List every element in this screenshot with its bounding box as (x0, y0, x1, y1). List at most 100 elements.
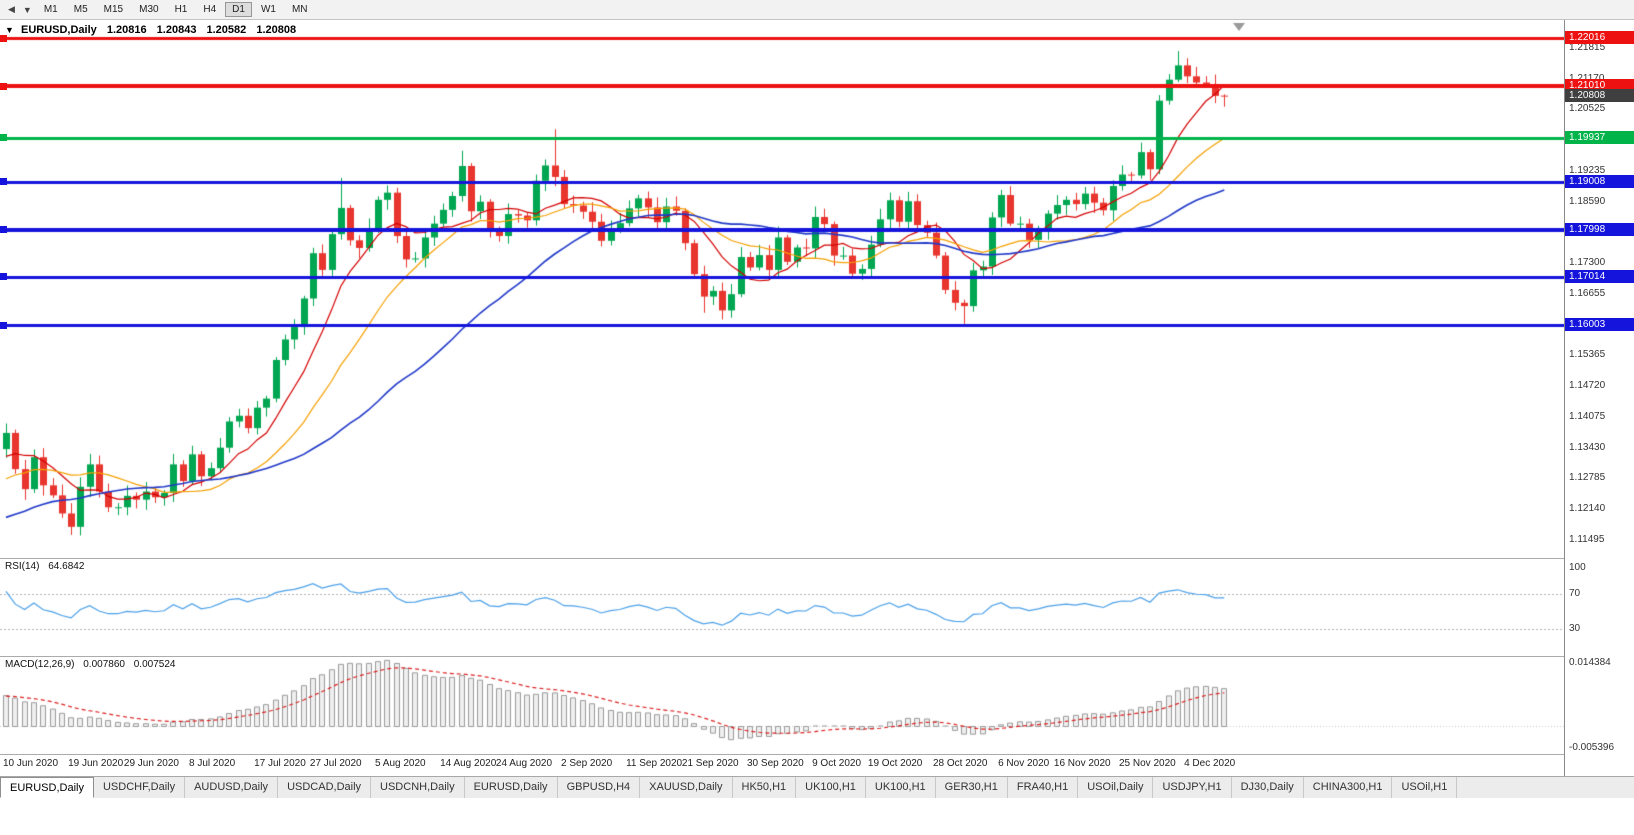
timeframe-h4[interactable]: H4 (203, 4, 217, 15)
date-axis-label: 24 Aug 2020 (495, 758, 553, 769)
hline-left-anchor (0, 321, 7, 329)
date-axis-label: 28 Oct 2020 (933, 758, 988, 769)
chart-tab-gbpusd-h4[interactable]: GBPUSD,H4 (558, 777, 641, 798)
timeframe-m1[interactable]: M1 (43, 4, 58, 15)
macd-axis-label: 0.014384 (1569, 657, 1611, 668)
date-axis-label: 30 Sep 2020 (747, 758, 804, 769)
timeframe-w1[interactable]: W1 (260, 4, 276, 15)
hline-left-anchor (0, 273, 7, 281)
date-axis-label: 8 Jul 2020 (189, 758, 236, 769)
price-tick-label: 1.20525 (1569, 103, 1606, 115)
chart-tab-eurusd-daily[interactable]: EURUSD,Daily (0, 777, 94, 798)
price-axis-border (1564, 20, 1565, 776)
chart-tab-ger30-h1[interactable]: GER30,H1 (936, 777, 1008, 798)
price-tick-label: 1.14720 (1569, 380, 1606, 392)
rsi-name: RSI(14) (5, 561, 40, 572)
date-axis-label: 21 Sep 2020 (681, 758, 739, 769)
timeframe-m30[interactable]: M30 (139, 4, 159, 15)
price-tick-label: 1.13430 (1569, 441, 1606, 453)
ohlc-low: 1.20582 (206, 24, 247, 36)
ohlc-close: 1.20808 (256, 24, 297, 36)
chart-tab-hk50-h1[interactable]: HK50,H1 (733, 777, 797, 798)
chart-tab-usdjpy-h1[interactable]: USDJPY,H1 (1153, 777, 1232, 798)
timeframe-buttons: M1 M5 M15 M30 H1 H4 D1 W1 MN (36, 2, 316, 17)
date-axis-label: 14 Aug 2020 (440, 758, 497, 769)
chart-tab-eurusd-daily[interactable]: EURUSD,Daily (465, 777, 558, 798)
chart-tab-uk100-h1[interactable]: UK100,H1 (866, 777, 936, 798)
rsi-level-label: 30 (1569, 622, 1581, 634)
price-tick-label: 1.15365 (1569, 349, 1606, 361)
date-axis-label: 29 Jun 2020 (123, 758, 179, 769)
date-axis-label: 16 Nov 2020 (1053, 758, 1111, 769)
hline-price-tag: 1.19937 (1565, 130, 1634, 144)
rsi-macd-divider[interactable] (0, 656, 1564, 657)
chart-list-dropdown-icon[interactable]: ▼ (22, 4, 32, 15)
macd-current-value: 0.007860 (83, 659, 125, 670)
date-axis-label: 9 Oct 2020 (812, 758, 862, 769)
scroll-back-icon[interactable]: ◀ (8, 4, 15, 14)
date-axis-label: 2 Sep 2020 (561, 758, 613, 769)
macd-axis-label: -0.005396 (1569, 742, 1615, 753)
rsi-title: RSI(14) 64.6842 (5, 561, 90, 572)
date-axis-label: 17 Jul 2020 (254, 758, 306, 769)
symbol-label: EURUSD,Daily (20, 24, 97, 36)
hline-left-anchor (0, 34, 7, 42)
date-axis-label: 6 Nov 2020 (998, 758, 1050, 769)
hline-price-tag: 1.22016 (1565, 31, 1634, 45)
macd-signal-value: 0.007524 (133, 659, 176, 670)
hline-left-anchor (0, 134, 7, 141)
hline-price-tag: 1.17998 (1565, 222, 1634, 236)
macd-dateaxis-divider (0, 754, 1564, 755)
chart-tab-china300-h1[interactable]: CHINA300,H1 (1304, 777, 1393, 798)
timeframe-toolbar: ◀ ▼ M1 M5 M15 M30 H1 H4 D1 W1 MN (0, 0, 1634, 20)
chart-tab-usoil-h1[interactable]: USOil,H1 (1392, 777, 1458, 798)
timeframe-mn[interactable]: MN (291, 4, 308, 15)
date-axis-label: 10 Jun 2020 (3, 758, 59, 769)
date-axis-label: 4 Dec 2020 (1184, 758, 1236, 769)
hline-left-anchor (0, 82, 7, 90)
price-tick-label: 1.19235 (1569, 164, 1606, 176)
chart-tab-uk100-h1[interactable]: UK100,H1 (796, 777, 866, 798)
price-axis[interactable] (1565, 20, 1634, 776)
rsi-level-label: 70 (1569, 587, 1581, 599)
rsi-level-label: 100 (1569, 561, 1586, 573)
ohlc-open: 1.20816 (106, 24, 147, 36)
chart-tab-audusd-daily[interactable]: AUDUSD,Daily (185, 777, 279, 798)
price-tick-label: 1.17300 (1569, 257, 1606, 269)
ohlc-high: 1.20843 (156, 24, 197, 36)
chart-tab-usoil-daily[interactable]: USOil,Daily (1078, 777, 1154, 798)
price-tick-label: 1.12785 (1569, 472, 1606, 484)
price-tick-label: 1.16655 (1569, 287, 1606, 299)
price-tick-label: 1.11495 (1569, 533, 1605, 545)
chart-tab-usdcad-daily[interactable]: USDCAD,Daily (278, 777, 372, 798)
chart-tab-bar: EURUSD,Daily USDCHF,Daily AUDUSD,Daily USDC… (0, 776, 1634, 798)
timeframe-d1[interactable]: D1 (225, 2, 252, 17)
main-rsi-divider[interactable] (0, 558, 1564, 559)
price-tick-label: 1.14075 (1569, 410, 1606, 422)
macd-title: MACD(12,26,9) 0.007860 0.007524 (5, 659, 181, 670)
hline-price-tag: 1.16003 (1565, 318, 1634, 332)
price-tick-label: 1.21815 (1569, 41, 1606, 53)
hline-price-tag: 1.17014 (1565, 269, 1634, 283)
chart-tab-dj30-daily[interactable]: DJ30,Daily (1232, 777, 1304, 798)
date-axis-label: 5 Aug 2020 (375, 758, 426, 769)
symbol-dropdown-icon[interactable]: ▼ (5, 25, 14, 35)
hline-price-tag: 1.19008 (1565, 174, 1634, 188)
chart-tab-xauusd-daily[interactable]: XAUUSD,Daily (640, 777, 733, 798)
chart-tab-fra40-h1[interactable]: FRA40,H1 (1008, 777, 1079, 798)
price-tick-label: 1.21170 (1569, 72, 1605, 84)
symbol-ohlc-readout: ▼ EURUSD,Daily 1.20816 1.20843 1.20582 1… (5, 24, 303, 36)
rsi-current-value: 64.6842 (48, 561, 85, 572)
current-price-tag: 1.20808 (1565, 88, 1634, 102)
timeframe-m15[interactable]: M15 (103, 4, 124, 15)
date-axis-label: 25 Nov 2020 (1119, 758, 1176, 769)
date-axis-label: 27 Jul 2020 (309, 758, 362, 769)
chart-tab-usdchf-daily[interactable]: USDCHF,Daily (94, 777, 186, 798)
timeframe-h1[interactable]: H1 (174, 4, 188, 15)
chart-tab-usdcnh-daily[interactable]: USDCNH,Daily (371, 777, 465, 798)
timeframe-m5[interactable]: M5 (73, 4, 88, 15)
date-axis-label: 11 Sep 2020 (626, 758, 683, 769)
price-tick-label: 1.12140 (1569, 503, 1606, 515)
